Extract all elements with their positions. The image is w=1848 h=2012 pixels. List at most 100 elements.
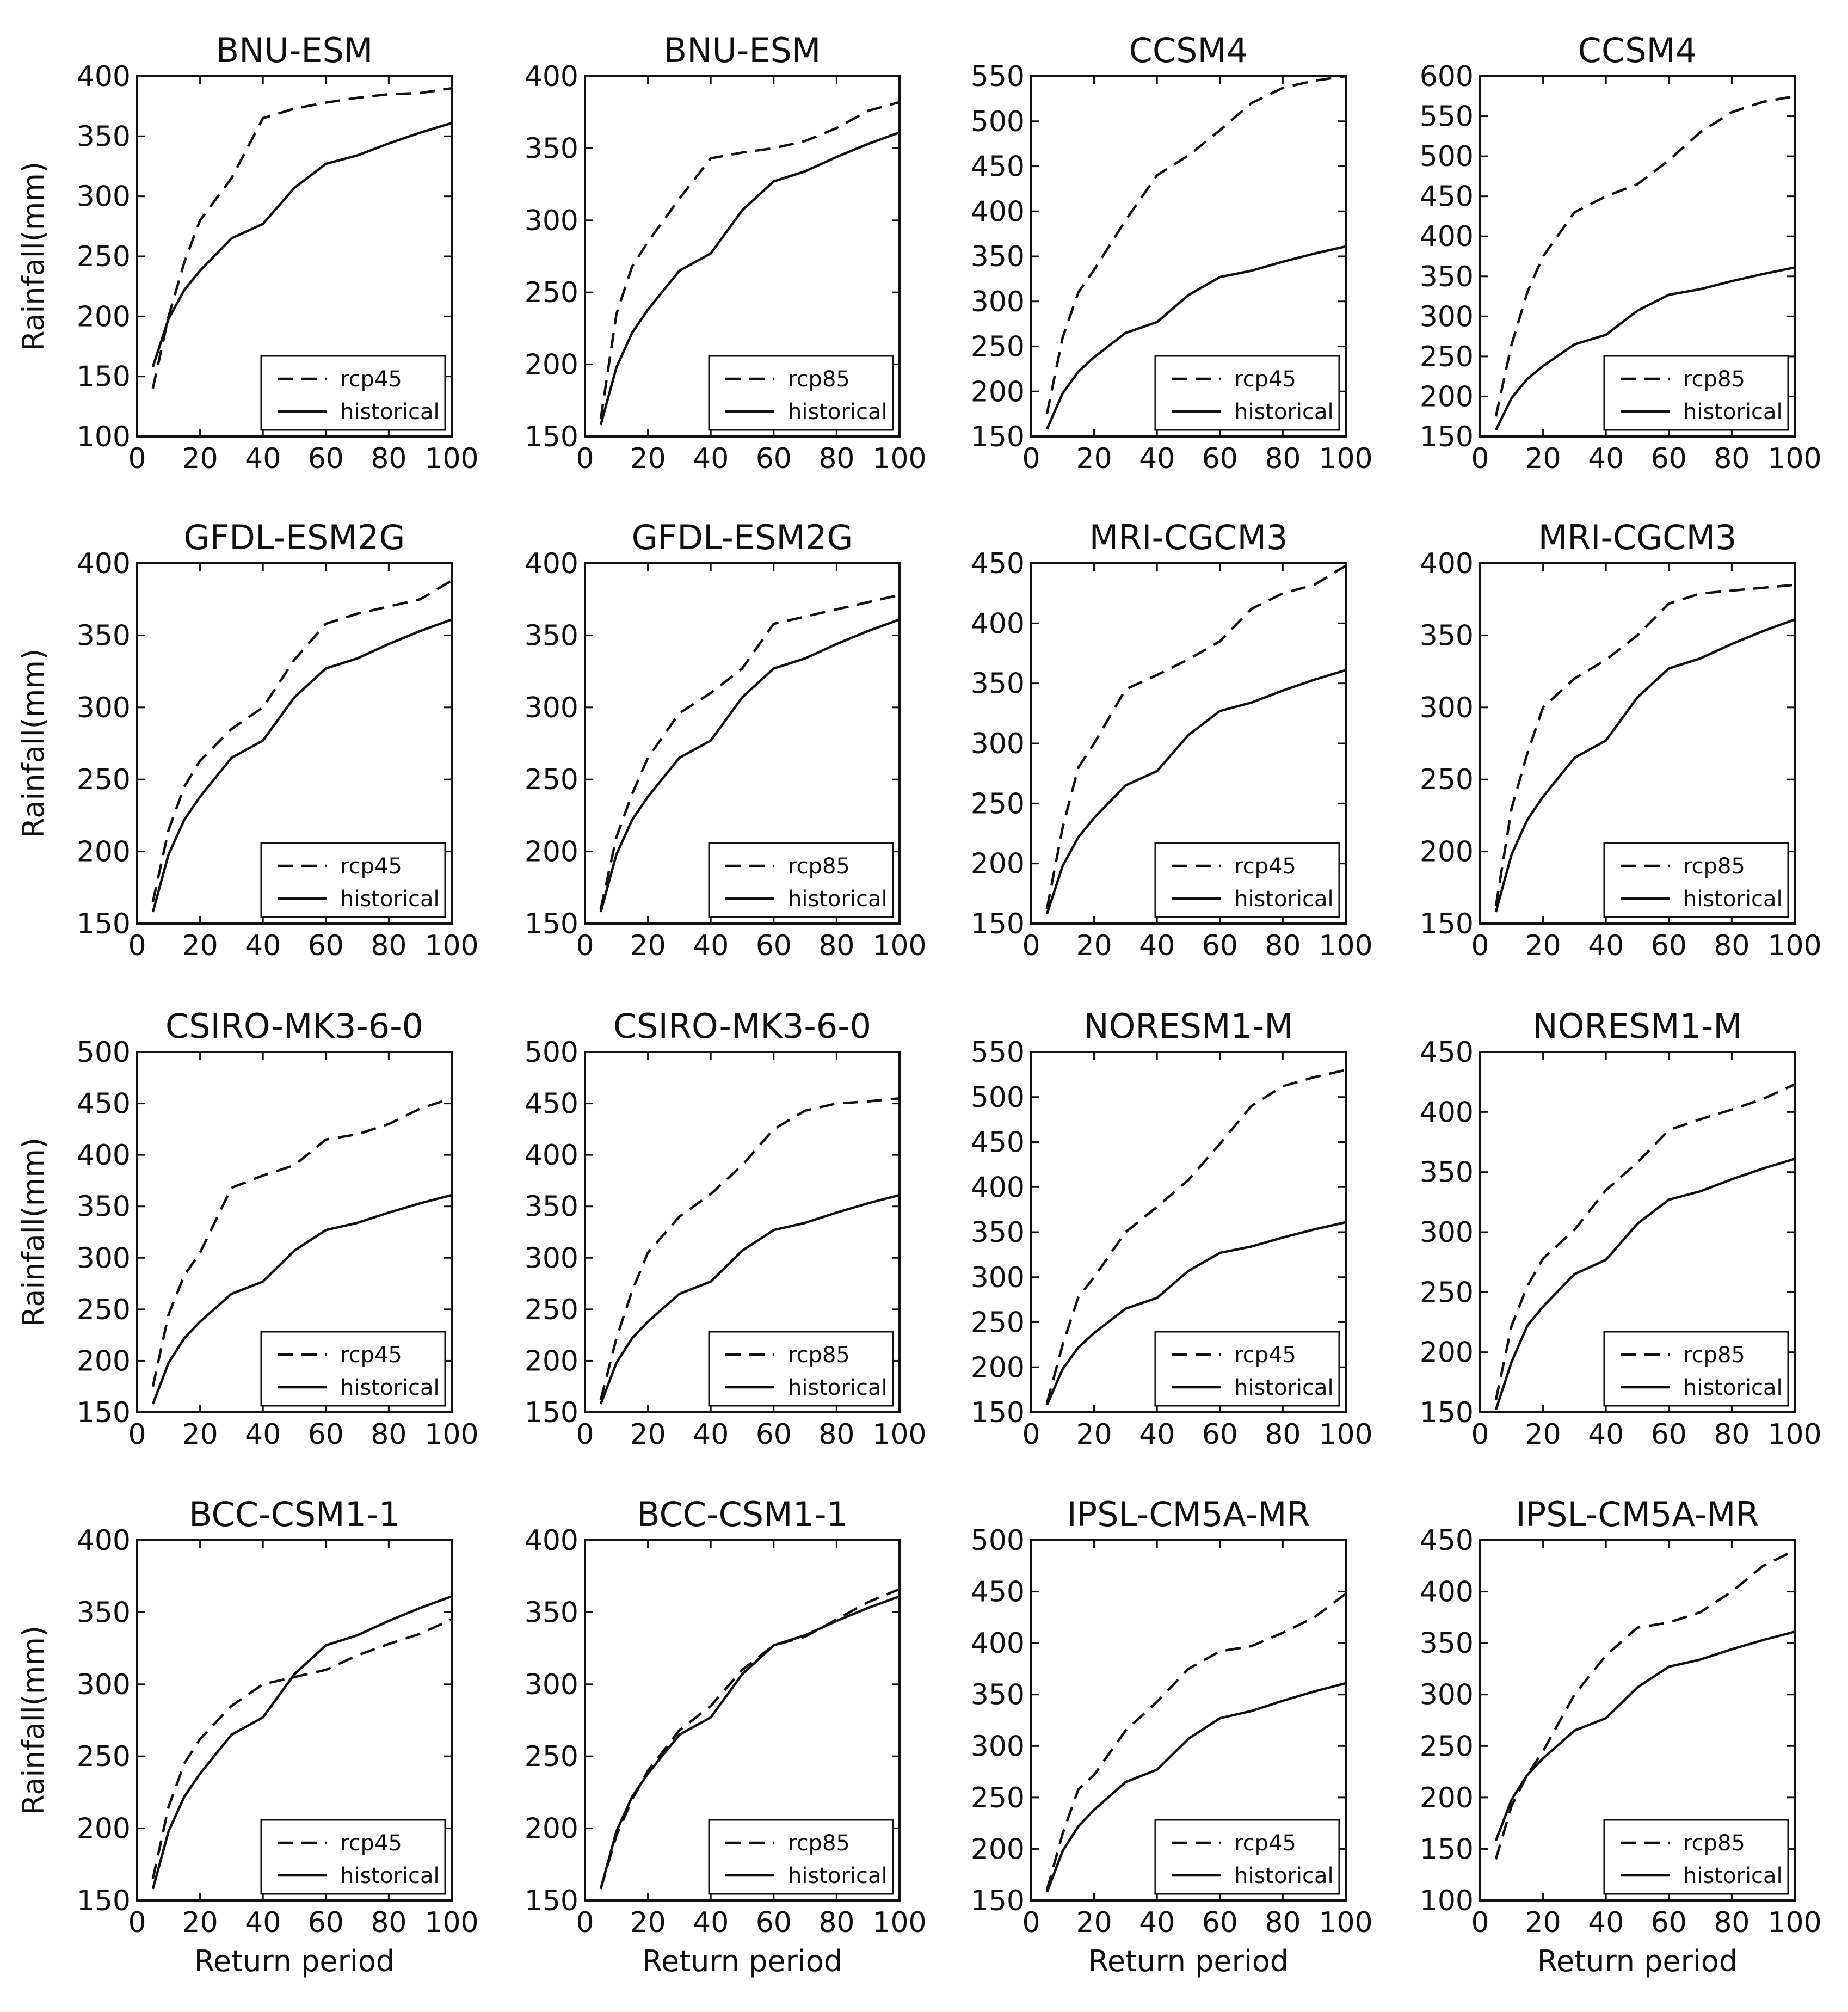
series-line-historical — [1494, 1630, 1795, 1842]
x-tick-label: 40 — [1139, 930, 1175, 962]
y-tick-label: 200 — [77, 836, 131, 869]
legend-label: historical — [1683, 1375, 1783, 1400]
x-tick-label: 100 — [424, 442, 478, 475]
legend-box — [260, 1819, 446, 1895]
x-tick-label: 0 — [576, 930, 594, 962]
series-line-rcp85 — [599, 101, 900, 420]
x-tick-label: 60 — [308, 930, 344, 962]
x-tick-label: 80 — [818, 442, 854, 475]
y-tick-label: 350 — [971, 1679, 1025, 1712]
x-tick-label: 60 — [756, 1906, 792, 1939]
y-tick-label: 200 — [1420, 836, 1474, 869]
x-tick-label: 20 — [1076, 1418, 1112, 1451]
legend-label: rcp85 — [788, 1343, 850, 1368]
x-tick-label: 60 — [1202, 1418, 1238, 1451]
x-tick-label: 60 — [1651, 1418, 1687, 1451]
x-tick-label: 80 — [371, 1418, 406, 1451]
x-tick-label: 20 — [182, 1906, 218, 1939]
x-tick-label: 20 — [630, 930, 666, 962]
y-tick-label: 600 — [1420, 60, 1474, 93]
chart-panel-7: MRI-CGCM3 0 20 40 60 80 100 150 200 250 300 350 400 4… — [971, 518, 1373, 962]
y-tick-label: 200 — [971, 376, 1025, 408]
y-tick-label: 250 — [525, 276, 578, 309]
series-line-rcp85 — [599, 594, 900, 909]
y-tick-label: 400 — [1420, 220, 1474, 253]
legend: rcp45 historical — [1154, 842, 1340, 918]
y-tick-label: 150 — [971, 908, 1025, 940]
panel-title: BCC-CSM1-1 — [189, 1494, 400, 1534]
series-line-historical — [1045, 1221, 1346, 1406]
y-tick-label: 350 — [1420, 619, 1474, 652]
y-tick-label: 200 — [77, 300, 131, 333]
y-tick-label: 450 — [77, 1088, 131, 1121]
plot-frame — [1030, 1539, 1347, 1902]
x-tick-label: 20 — [1525, 1418, 1561, 1451]
panel-title: BNU-ESM — [664, 30, 821, 70]
chart-panel-2: BNU-ESM 0 20 40 60 80 100 150 200 250 300 350 400 rcp… — [525, 30, 927, 475]
x-tick-label: 60 — [1202, 442, 1238, 475]
x-tick-label: 100 — [872, 442, 926, 475]
y-tick-label: 150 — [77, 1396, 131, 1429]
y-tick-label: 300 — [971, 1730, 1025, 1763]
legend-box — [1603, 355, 1789, 431]
x-tick-label: 60 — [1651, 930, 1687, 962]
legend-label: rcp45 — [1234, 1831, 1296, 1856]
y-tick-label: 450 — [971, 547, 1025, 580]
y-tick-label: 200 — [971, 848, 1025, 881]
series-line-historical — [599, 131, 900, 426]
y-tick-label: 300 — [77, 1242, 131, 1275]
legend-label: rcp45 — [1234, 854, 1296, 879]
x-tick-label: 0 — [1022, 1418, 1040, 1451]
y-tick-label: 400 — [525, 60, 578, 93]
series-line-rcp85 — [599, 1588, 900, 1890]
x-tick-label: 100 — [872, 1906, 926, 1939]
y-tick-label: 250 — [525, 764, 578, 796]
series-line-historical — [1045, 669, 1346, 915]
plot-frame — [584, 562, 901, 925]
y-tick-label: 150 — [971, 1396, 1025, 1429]
x-tick-label: 40 — [1588, 1418, 1624, 1451]
x-tick-label: 80 — [1714, 442, 1750, 475]
y-tick-label: 350 — [77, 1596, 131, 1629]
y-tick-label: 350 — [1420, 261, 1474, 293]
series-line-historical — [599, 618, 900, 913]
x-axis-title: Return period — [642, 1944, 842, 1978]
series-line-historical — [1494, 618, 1795, 913]
x-tick-label: 40 — [1139, 442, 1175, 475]
x-tick-label: 100 — [1319, 1906, 1372, 1939]
legend: rcp45 historical — [260, 355, 446, 431]
x-tick-label: 0 — [128, 442, 146, 475]
y-tick-label: 150 — [971, 1885, 1025, 1917]
x-tick-label: 0 — [128, 1418, 146, 1451]
legend-box — [1154, 1819, 1340, 1895]
y-tick-label: 250 — [971, 1307, 1025, 1339]
x-tick-label: 0 — [576, 442, 594, 475]
y-tick-label: 250 — [971, 331, 1025, 364]
y-tick-label: 250 — [1420, 764, 1474, 796]
x-tick-label: 0 — [1471, 1906, 1489, 1939]
legend: rcp85 historical — [1603, 842, 1789, 918]
legend: rcp85 historical — [708, 842, 894, 918]
y-tick-label: 300 — [77, 1669, 131, 1701]
x-tick-label: 60 — [756, 930, 792, 962]
legend-label: rcp45 — [1234, 1343, 1296, 1368]
y-tick-label: 300 — [1420, 300, 1474, 333]
x-tick-label: 40 — [245, 442, 281, 475]
x-tick-label: 40 — [245, 1906, 281, 1939]
y-tick-label: 450 — [1420, 181, 1474, 213]
x-tick-label: 0 — [1022, 442, 1040, 475]
x-tick-label: 0 — [128, 1906, 146, 1939]
series-line-rcp45 — [151, 1618, 452, 1879]
x-tick-label: 100 — [1767, 1906, 1821, 1939]
x-axis-title: Return period — [1088, 1944, 1289, 1978]
y-tick-label: 300 — [77, 181, 131, 213]
chart-panel-5: GFDL-ESM2G 0 20 40 60 80 100 150 200 250 300 350 400… — [16, 518, 479, 962]
x-tick-label: 80 — [1714, 930, 1750, 962]
y-tick-label: 100 — [1420, 1885, 1474, 1917]
y-tick-label: 400 — [77, 1139, 131, 1172]
y-tick-label: 500 — [971, 1524, 1025, 1557]
legend-box — [1154, 355, 1340, 431]
y-tick-label: 200 — [525, 1345, 578, 1377]
y-tick-label: 400 — [525, 1524, 578, 1557]
